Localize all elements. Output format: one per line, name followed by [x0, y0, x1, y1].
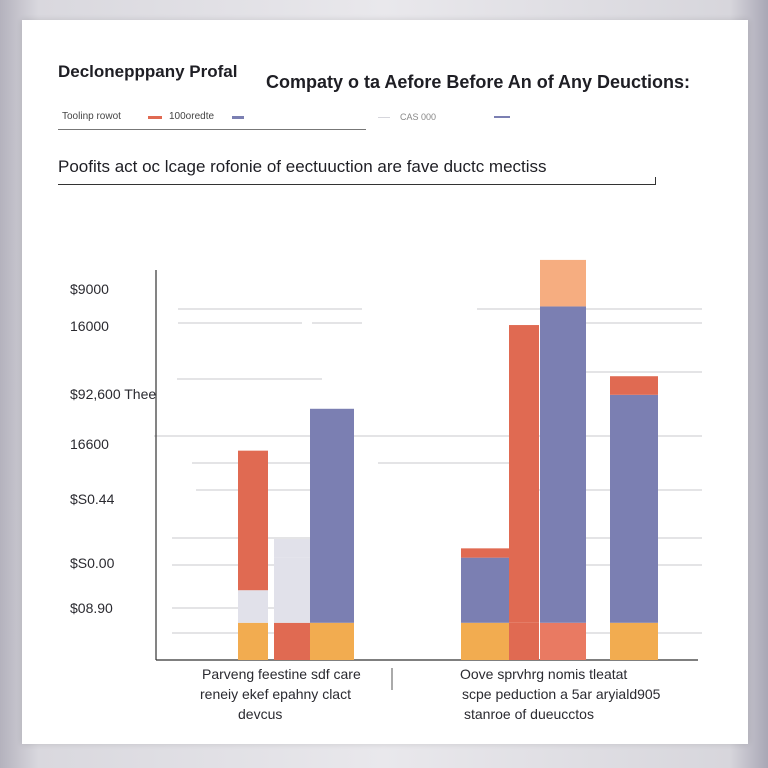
bar-segment [461, 557, 509, 623]
bar-segment [509, 325, 539, 623]
bar-segment [610, 622, 658, 660]
x-category-label: Oove sprvhrg nomis tleatat scpe peduction… [460, 666, 661, 722]
bar-segment [238, 622, 268, 660]
bar-segment [610, 394, 658, 623]
bar-segment [540, 306, 586, 623]
y-tick-label: 16600 [70, 436, 109, 452]
bar-segment [274, 539, 310, 558]
y-tick-label: $S0.00 [70, 555, 115, 571]
legend-label-1: Toolinp rowot [62, 111, 121, 122]
bar-segment [540, 622, 586, 660]
subtitle-rule [58, 184, 656, 185]
legend-label-3: CAS 000 [400, 112, 437, 122]
legend-label-2: 100oredte [169, 111, 215, 122]
y-tick-label: 16000 [70, 318, 109, 334]
bar-segment [238, 450, 268, 591]
y-tick-label: $9000 [70, 281, 109, 297]
legend-swatch-light [378, 117, 390, 118]
legend-swatch-purple-2 [494, 116, 510, 118]
y-tick-label: $S0.44 [70, 491, 115, 507]
chart-card: Declonepppany Profal Compaty o ta Aefore… [22, 20, 748, 744]
chart-left-title: Declonepppany Profal [58, 62, 238, 81]
y-tick-label: $92,600 Thee [70, 386, 156, 402]
bar-segment [274, 557, 310, 623]
bar-segment [310, 622, 354, 660]
bar-segment [461, 548, 509, 558]
bar-segment [238, 590, 268, 623]
bar-segment [610, 376, 658, 395]
bar-chart: $9000 16000 $92,600 Thee 16600 $S0.44 $S0.00 $… [70, 259, 702, 722]
legend-swatch-red [148, 116, 162, 119]
bar-segment [310, 408, 354, 623]
bar-segment [509, 622, 539, 660]
y-tick-label: $08.90 [70, 600, 113, 616]
subtitle-rule-end [655, 177, 656, 185]
x-category-label: Parveng feestine sdf care reneiy ekef epa… [200, 666, 361, 722]
chart-subtitle: Poofits act oc lcage rofonie of eectuuct… [58, 157, 547, 176]
chart-main-title: Compaty o ta Aefore Before An of Any Deu… [266, 72, 691, 92]
legend-divider [58, 129, 366, 130]
bar-segment [274, 622, 310, 660]
bar-segment [540, 259, 586, 307]
bar-segment [461, 622, 509, 660]
legend-swatch-purple [232, 116, 244, 119]
